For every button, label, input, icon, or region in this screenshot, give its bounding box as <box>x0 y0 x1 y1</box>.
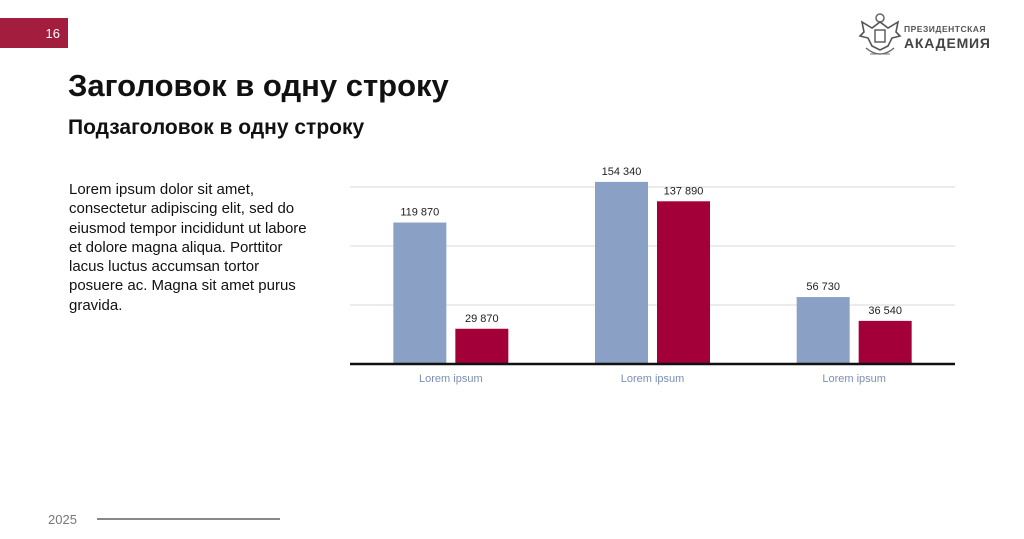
bar <box>796 297 850 364</box>
data-label: 36 540 <box>868 305 902 317</box>
body-text: Lorem ipsum dolor sit amet, consectetur … <box>69 181 307 314</box>
logo-line-1: ПРЕЗИДЕНТСКАЯ <box>904 24 987 34</box>
data-label: 29 870 <box>465 313 499 325</box>
bar <box>858 320 912 364</box>
data-label: 119 870 <box>400 207 439 219</box>
bar <box>455 328 509 364</box>
data-label: 154 340 <box>602 166 642 178</box>
bar <box>393 222 447 364</box>
category-label: Lorem ipsum <box>822 373 886 385</box>
footer-divider <box>97 518 280 520</box>
footer-year: 2025 <box>48 512 77 527</box>
bar <box>595 181 648 364</box>
page-number-badge: 16 <box>0 18 68 48</box>
page-number: 16 <box>45 25 60 41</box>
data-label: 56 730 <box>806 281 840 293</box>
academy-logo: ПРЕЗИДЕНТСКАЯ АКАДЕМИЯ <box>858 10 990 64</box>
bar <box>657 201 710 364</box>
category-label: Lorem ipsum <box>621 373 685 385</box>
data-label: 137 890 <box>664 185 704 197</box>
slide-title: Заголовок в одну строку <box>68 68 449 103</box>
category-label: Lorem ipsum <box>419 373 483 385</box>
slide-subtitle: Подзаголовок в одну строку <box>68 116 365 139</box>
bar-chart: 119 870 29 870 Lorem ipsum 154 340 137 890 Lo… <box>350 166 955 385</box>
eagle-emblem-icon <box>858 13 902 55</box>
logo-line-2: АКАДЕМИЯ <box>904 35 991 51</box>
